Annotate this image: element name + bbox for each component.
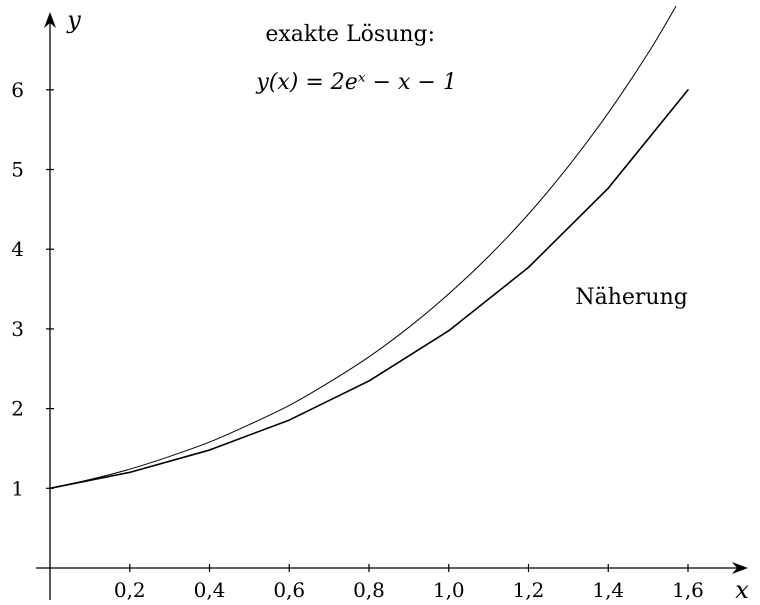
annotation-exact-formula: y(x) = 2eˣ − x − 1 [255,70,457,95]
approximation-point [447,329,450,332]
x-tick-label: 0,8 [353,578,385,602]
y-tick-label: 5 [11,158,24,182]
series-layer [49,5,689,490]
x-tick-label: 0,2 [114,578,146,602]
x-tick-label: 1,0 [433,578,465,602]
exact-solution-line [49,5,677,489]
annotation-exact-title: exakte Lösung: [265,22,435,47]
x-tick-label: 1,6 [672,578,704,602]
approximation-point [368,380,370,382]
annotation-approximation: Näherung [575,285,688,310]
x-axis-arrow-icon [732,562,748,574]
approximation-point [607,187,610,189]
y-tick-label: 6 [11,78,24,102]
approximation-point [527,266,530,269]
labels-layer: 0,2 0,4 0,6 0,8 1,0 1,2 1,4 1,6 1 2 3 4 5 6 x y exakte L… [11,6,749,604]
approximation-point [128,471,131,474]
approximation-point [288,419,291,421]
approximation-point [49,487,51,490]
x-tick-label: 0,4 [194,578,226,602]
approximation-point [687,89,689,91]
x-tick-label: 0,6 [273,578,305,602]
y-tick-label: 4 [11,237,24,261]
approximation-point [208,449,211,451]
y-axis-arrow-icon [44,12,56,28]
y-tick-label: 1 [11,476,24,500]
y-tick-label: 3 [11,317,24,341]
y-axis-label: y [66,6,81,34]
y-tick-label: 2 [11,397,24,421]
x-axis-label: x [735,576,749,604]
x-tick-label: 1,4 [592,578,624,602]
x-tick-label: 1,2 [513,578,545,602]
